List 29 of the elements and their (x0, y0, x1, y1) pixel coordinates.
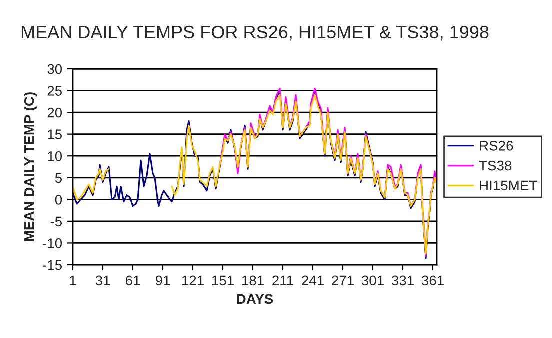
y-tick-label: 30 (48, 64, 62, 74)
y-tick-label: -15 (43, 260, 62, 270)
y-tick-label: 10 (48, 151, 62, 162)
x-tick-label: 211 (272, 276, 294, 286)
y-tick-label: 20 (48, 108, 62, 118)
x-tick-label: 301 (362, 276, 384, 286)
x-tick-label: 61 (126, 276, 140, 286)
x-axis-title: DAYS (237, 294, 274, 304)
x-tick-label: 241 (302, 276, 324, 286)
x-tick-label: 151 (212, 276, 234, 286)
x-tick-label: 1 (70, 276, 76, 286)
x-tick-label: 181 (242, 276, 264, 286)
legend-label: RS26 (480, 141, 514, 151)
y-tick-label: 15 (48, 130, 62, 140)
y-axis-title: MEAN DAILY TEMP (C) (24, 92, 37, 242)
x-tick-label: 361 (422, 276, 444, 286)
x-tick-label: 121 (182, 276, 204, 286)
y-tick-label: -10 (43, 238, 62, 248)
x-tick-label: 271 (332, 276, 354, 286)
legend-label: HI15MET (480, 180, 538, 191)
x-tick-label: 331 (392, 276, 414, 286)
x-tick-label: 31 (96, 276, 110, 286)
y-tick-label: 0 (55, 195, 62, 205)
y-tick-label: 25 (48, 86, 62, 96)
y-tick-label: -5 (50, 216, 62, 227)
legend-label: TS38 (479, 160, 512, 171)
x-tick-label: 91 (156, 276, 170, 286)
chart-title: MEAN DAILY TEMPS FOR RS26, HI15MET & TS38, 1998 (22, 26, 489, 41)
y-tick-label: 5 (55, 173, 62, 184)
